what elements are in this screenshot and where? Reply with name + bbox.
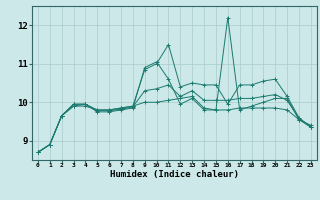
X-axis label: Humidex (Indice chaleur): Humidex (Indice chaleur): [110, 170, 239, 179]
